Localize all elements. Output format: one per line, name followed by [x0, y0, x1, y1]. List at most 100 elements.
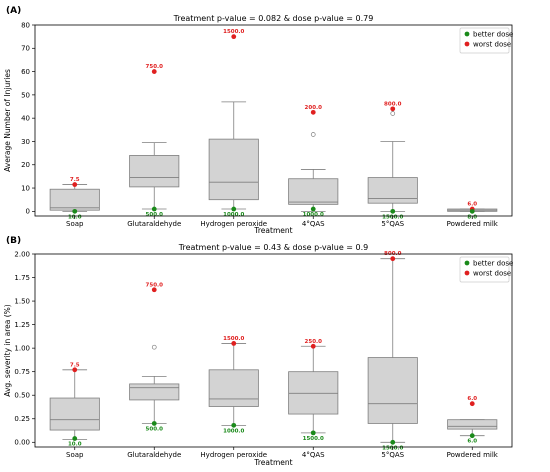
- legend: better dose worst dose: [459, 27, 513, 54]
- worst-dose-point: [310, 343, 316, 349]
- outlier-point: [390, 111, 396, 116]
- y-tick-label: 2.00: [14, 250, 30, 258]
- outlier-point: [151, 344, 157, 350]
- worst-dose-label: 1500.0: [223, 29, 244, 35]
- worst-dose-point: [390, 106, 396, 112]
- y-tick-label: 50: [21, 91, 30, 99]
- y-axis-label: Avg. severity in area (%): [3, 304, 12, 397]
- best-dose-label: 6.0: [467, 439, 477, 445]
- best-dose-point: [469, 433, 475, 439]
- best-dose-point: [469, 208, 475, 214]
- best-dose-label: 1500.0: [303, 436, 324, 442]
- y-tick-label: 40: [21, 115, 30, 123]
- y-tick-label: 20: [21, 161, 30, 169]
- y-tick-label: 1.25: [14, 321, 30, 329]
- best-dose-label: 1000.0: [223, 428, 244, 434]
- best-dose-label: 10.0: [68, 442, 82, 448]
- box-iqr: [208, 138, 259, 201]
- y-tick-label: 30: [21, 138, 30, 146]
- box-0: [49, 369, 100, 440]
- y-tick-label: 80: [21, 21, 30, 29]
- worst-dose-label: 1500.0: [223, 336, 244, 342]
- box-2: [208, 101, 259, 210]
- box-3: [288, 345, 339, 434]
- worst-dose-label: 800.0: [384, 101, 402, 107]
- legend-entry: worst dose: [473, 41, 511, 49]
- legend-entry: better dose: [473, 260, 513, 268]
- box-1: [129, 142, 180, 210]
- best-dose-label: 500.0: [146, 426, 164, 432]
- y-tick-label: 0: [26, 208, 30, 216]
- worst-dose-point: [231, 341, 237, 346]
- worst-dose-point: [72, 182, 78, 187]
- worst-dose-label: 750.0: [146, 282, 164, 288]
- legend-entry: worst dose: [473, 270, 511, 278]
- y-tick-label: 1.00: [14, 345, 30, 353]
- box-iqr: [129, 383, 180, 401]
- x-tick-label: Glutaraldehyde: [127, 451, 181, 459]
- y-tick-label: 10: [21, 184, 30, 192]
- best-dose-point: [310, 430, 316, 436]
- panel-label: (A): [6, 6, 21, 16]
- worst-dose-label: 200.0: [305, 105, 323, 111]
- x-tick-label: Powdered milk: [447, 220, 499, 228]
- y-tick-label: 70: [21, 45, 30, 53]
- x-tick-label: Hydrogen peroxide: [200, 451, 267, 459]
- legend-marker: [464, 270, 470, 276]
- box-0: [49, 184, 100, 212]
- best-dose-point: [151, 421, 157, 426]
- x-tick-label: Powdered milk: [447, 451, 499, 459]
- y-tick-label: 60: [21, 68, 30, 76]
- chart-panel-b: (B) Treatment p-value = 0.43 & dose p-val…: [3, 236, 513, 467]
- legend-box: [459, 256, 510, 283]
- x-tick-label: Hydrogen peroxide: [200, 220, 267, 228]
- best-dose-point: [231, 422, 237, 428]
- box-iqr: [447, 419, 498, 430]
- x-tick-label: 5°QAS: [381, 451, 404, 459]
- worst-dose-label: 250.0: [305, 339, 323, 345]
- x-tick-label: Soap: [66, 220, 84, 228]
- box-iqr: [49, 188, 100, 211]
- box-iqr: [208, 369, 259, 407]
- y-tick-label: 1.75: [14, 274, 30, 282]
- worst-dose-point: [310, 109, 316, 115]
- x-tick-label: Soap: [66, 451, 84, 459]
- outlier-point: [310, 132, 316, 137]
- box-iqr: [129, 155, 180, 188]
- x-tick-label: 5°QAS: [381, 220, 404, 228]
- axes-frame: [34, 253, 513, 448]
- legend: better dose worst dose: [459, 256, 513, 283]
- x-axis-label: Treatment: [253, 226, 292, 235]
- box-5: [447, 419, 498, 437]
- worst-dose-label: 7.5: [70, 177, 80, 183]
- x-tick-label: Glutaraldehyde: [127, 220, 181, 228]
- best-dose-label: 500.0: [146, 212, 164, 218]
- worst-dose-point: [72, 367, 78, 373]
- panel-label: (B): [6, 236, 21, 246]
- chart-title: Treatment p-value = 0.082 & dose p-value…: [173, 14, 374, 23]
- x-tick-label: 4°QAS: [302, 451, 325, 459]
- y-tick-label: 0.00: [14, 439, 30, 447]
- box-3: [288, 132, 339, 212]
- best-dose-point: [72, 208, 78, 214]
- worst-dose-label: 6.0: [467, 396, 477, 402]
- worst-dose-point: [231, 34, 237, 40]
- worst-dose-point: [151, 69, 157, 74]
- worst-dose-point: [151, 287, 157, 293]
- chart-title: Treatment p-value = 0.43 & dose p-value …: [178, 243, 369, 252]
- worst-dose-point: [469, 401, 475, 407]
- best-dose-point: [72, 436, 78, 441]
- best-dose-point: [390, 208, 396, 214]
- legend-marker: [464, 31, 470, 37]
- y-axis-label: Average Number of Injuries: [3, 69, 12, 172]
- box-4: [367, 111, 418, 212]
- x-tick-label: 4°QAS: [302, 220, 325, 228]
- legend-box: [459, 27, 510, 54]
- y-tick-label: 0.75: [14, 368, 30, 376]
- box-iqr: [288, 178, 339, 205]
- best-dose-point: [151, 206, 157, 212]
- y-tick-label: 0.50: [14, 392, 30, 400]
- box-iqr: [367, 177, 418, 204]
- best-dose-point: [390, 439, 396, 445]
